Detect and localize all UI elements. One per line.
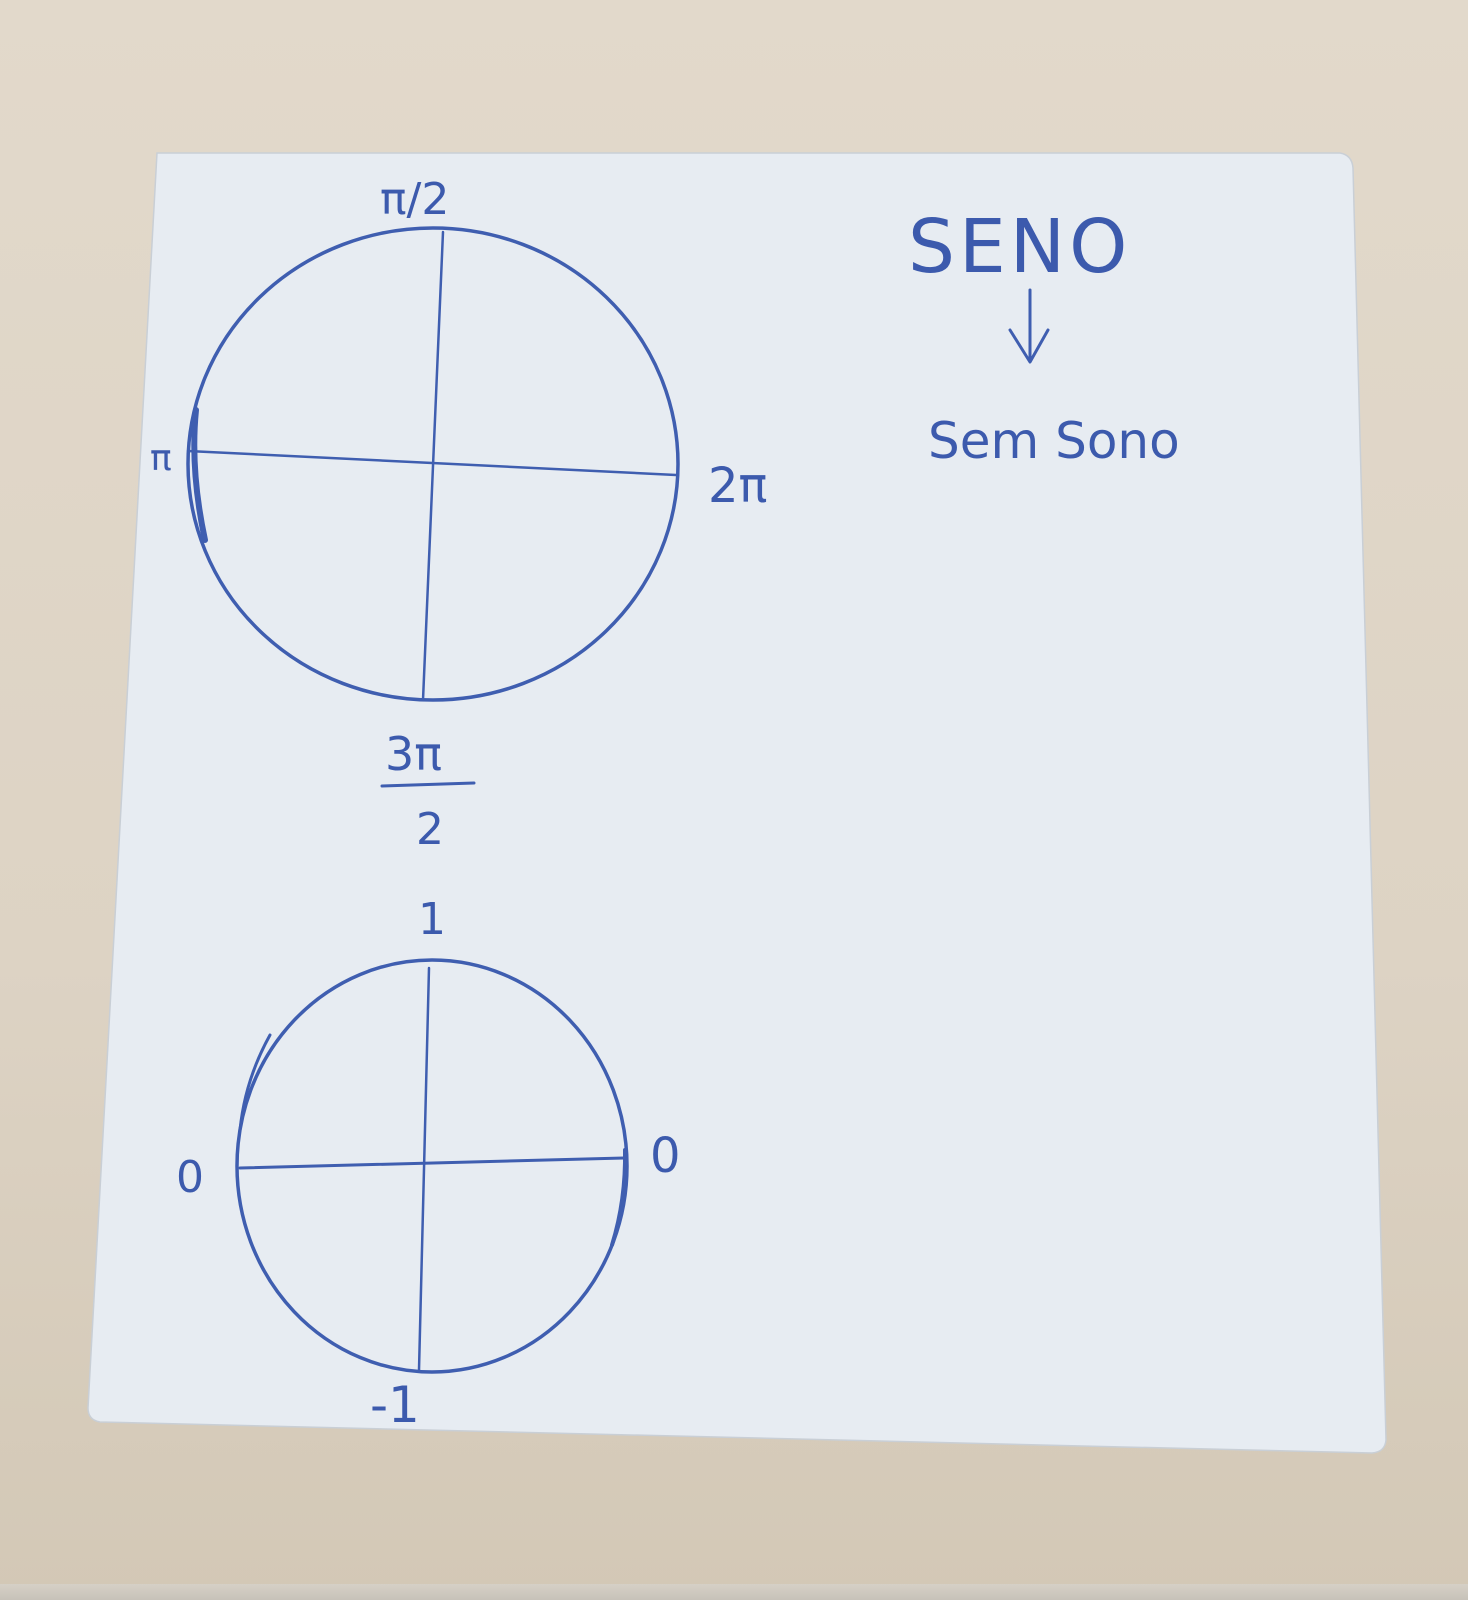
top-circle-outline [186, 226, 680, 702]
bottom-horizontal-axis [238, 1156, 626, 1170]
label-3pi-denominator: 2 [416, 804, 444, 855]
bottom-circle-outline [235, 958, 629, 1374]
label-2pi: 2π [708, 458, 767, 514]
label-3pi-numerator: 3π [385, 727, 442, 781]
subtitle-sem-sono: Sem Sono [928, 412, 1180, 470]
down-arrow-icon [1008, 288, 1050, 364]
label-zero-right: 0 [650, 1128, 681, 1184]
top-vertical-axis [421, 230, 445, 702]
bottom-circle-overstroke-right [610, 1148, 628, 1247]
bottom-unit-circle: 1 0 0 -1 [176, 894, 681, 1434]
title-seno: SENO [908, 204, 1131, 290]
bottom-vertical-axis [417, 966, 431, 1372]
label-pi: π [150, 438, 172, 479]
heading-block: SENO Sem Sono [908, 204, 1180, 470]
fraction-bar [380, 781, 476, 788]
table-edge-strip [0, 1584, 1468, 1600]
label-one: 1 [418, 894, 446, 945]
label-pi-over-2: π/2 [380, 174, 449, 225]
top-circle-overstroke [191, 407, 208, 543]
bottom-circle-overstroke-left [238, 1033, 272, 1132]
label-minus-one: -1 [370, 1376, 420, 1434]
top-unit-circle: π/2 π 2π 3π 2 [150, 174, 767, 855]
label-zero-left: 0 [176, 1152, 204, 1203]
paper-outline [87, 152, 1387, 1454]
